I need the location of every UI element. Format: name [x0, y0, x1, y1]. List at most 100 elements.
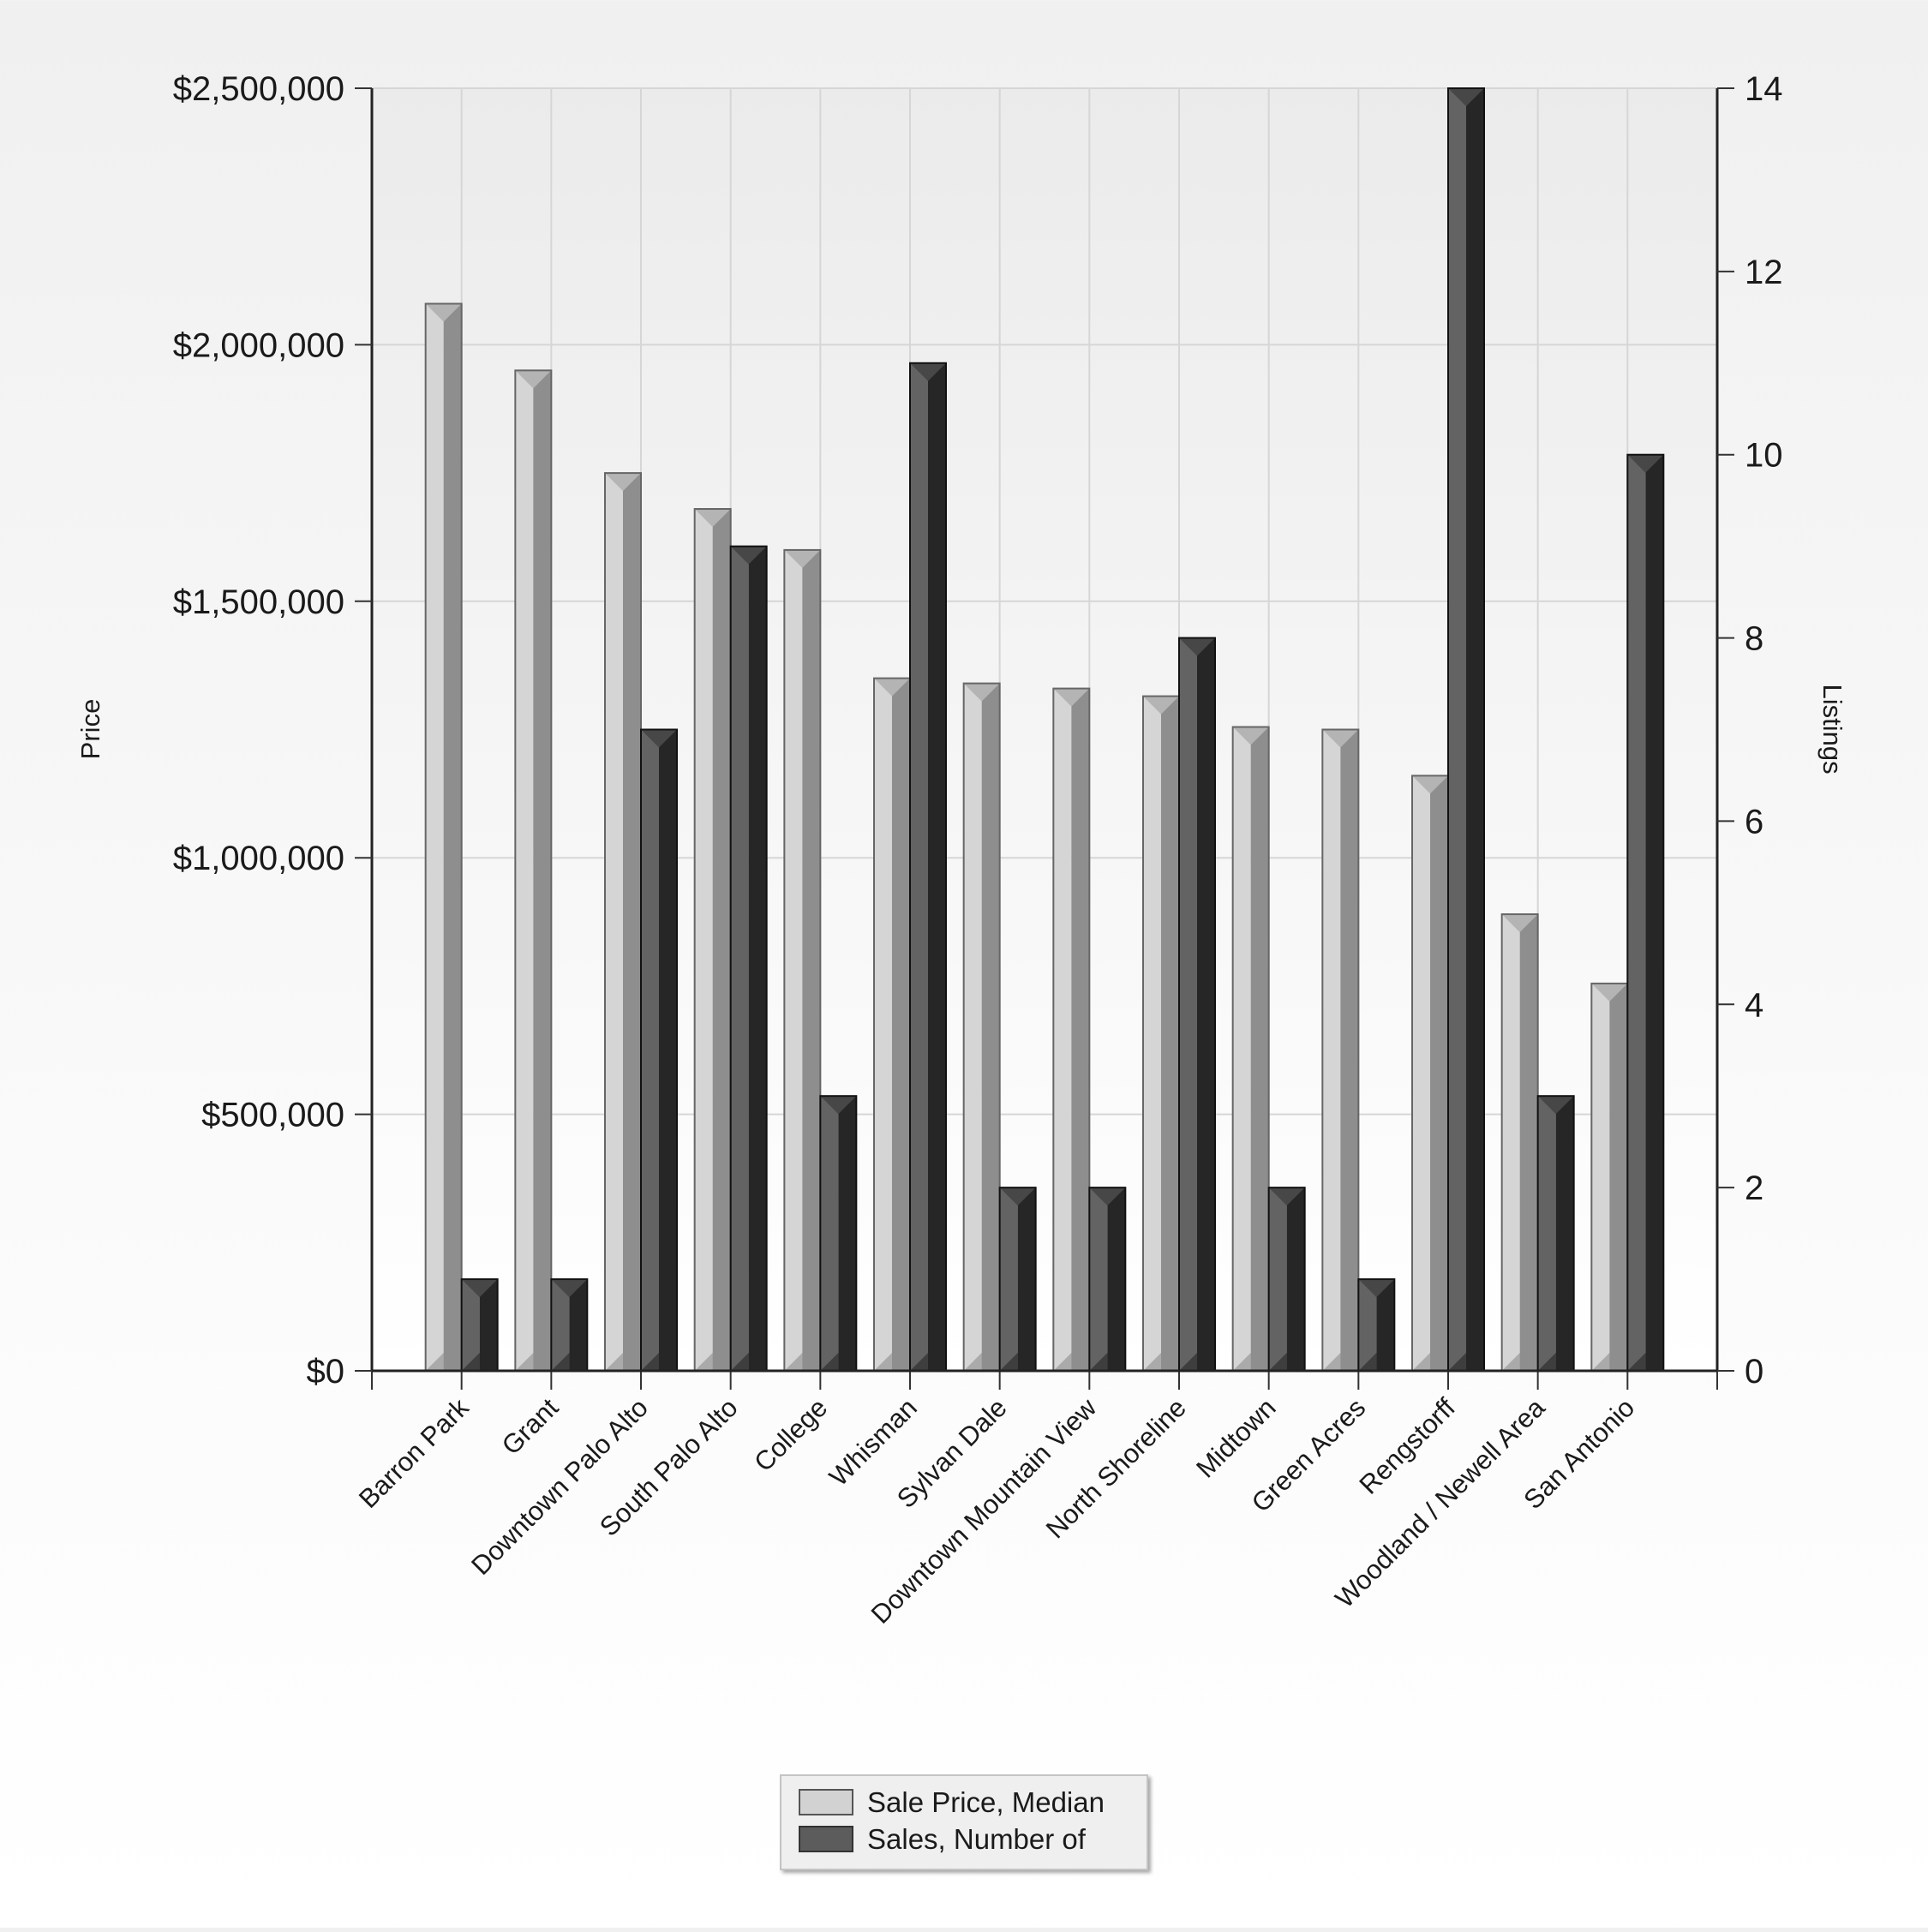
bar-sales-number-of-cap [641, 729, 677, 748]
legend-label-sale-price: Sale Price, Median [867, 1786, 1105, 1818]
bar-sale-price-median [1321, 728, 1360, 1372]
bar-sales-number-of-cap [551, 1279, 588, 1298]
bar-sales-number-of-face-right [1466, 88, 1484, 1371]
bar-sales-number-of [1626, 453, 1665, 1373]
bar-sale-price-median-face-left [784, 549, 803, 1371]
bar-sale-price-median-face-left [1591, 983, 1610, 1371]
bar-sale-price-median [1590, 982, 1629, 1372]
bar-sale-price-median-cap [1053, 688, 1090, 707]
bar-sale-price-median-base [1591, 1353, 1628, 1371]
legend-label-sales-count: Sales, Number of [867, 1823, 1087, 1855]
bar-sale-price-median [1231, 726, 1270, 1372]
y-tick-label: $2,500,000 [173, 70, 344, 108]
y2-tick-label: 12 [1745, 254, 1783, 291]
bar-sale-price-median [873, 677, 911, 1372]
y-axis-title: Price [75, 699, 105, 760]
bar-sales-number-of-cap [910, 362, 946, 381]
bar-sales-number-of-cap [1179, 637, 1215, 656]
bar-sales-number-of [1357, 1278, 1396, 1372]
bar-sale-price-median-base [963, 1353, 1000, 1371]
bar-sales-number-of-face-left [910, 362, 928, 1372]
bar-sale-price-median-cap [1501, 914, 1538, 933]
bar-sale-price-median-face-left [1501, 914, 1520, 1371]
bar-sales-number-of [909, 362, 947, 1372]
bar-sales-number-of-face-right [659, 729, 677, 1371]
bar-sale-price-median-cap [1322, 729, 1359, 748]
bar-sale-price-median [962, 682, 1001, 1372]
bar-sale-price-median-cap [694, 509, 731, 528]
y2-tick-label: 14 [1745, 70, 1783, 108]
bar-sales-number-of-base [1627, 1353, 1664, 1371]
y-tick-label: $2,000,000 [173, 326, 344, 364]
bar-sales-number-of-face-right [838, 1096, 857, 1371]
bar-sale-price-median-face-right [443, 303, 462, 1372]
bar-sales-number-of-base [1179, 1353, 1215, 1371]
bar-sale-price-median-face-right [981, 683, 1000, 1371]
bar-sale-price-median-cap [784, 549, 821, 568]
bar-sales-number-of-base [551, 1353, 588, 1371]
bar-sales-number-of-base [461, 1353, 498, 1371]
bar-sales-number-of-cap [461, 1279, 498, 1298]
bar-sale-price-median-base [425, 1353, 462, 1371]
bar-sales-number-of [819, 1095, 858, 1372]
bar-sale-price-median-face-right [533, 370, 552, 1372]
plot-area [372, 88, 1717, 1371]
bar-sales-number-of-face-right [1645, 454, 1664, 1371]
bar-sales-number-of-face-right [748, 546, 767, 1371]
bar-sale-price-median [1052, 687, 1091, 1372]
y-tick-label: $0 [307, 1353, 345, 1391]
bar-sales-number-of [1267, 1187, 1306, 1372]
bar-sale-price-median [604, 472, 642, 1372]
bar-sales-number-of-face-left [641, 729, 659, 1371]
bar-sales-number-of [460, 1278, 499, 1372]
bar-sale-price-median-face-right [1250, 727, 1269, 1371]
bar-sales-number-of [998, 1187, 1037, 1372]
bar-sale-price-median-face-left [605, 473, 623, 1371]
bar-sale-price-median [693, 508, 732, 1372]
bar-sale-price-median-face-left [1412, 775, 1430, 1371]
bar-sale-price-median [783, 548, 822, 1372]
bar-sales-number-of [550, 1278, 589, 1372]
bar-sale-price-median-face-right [1340, 729, 1359, 1371]
bar-sale-price-median [1411, 775, 1449, 1372]
x-tick-label: Downtown Palo Alto [465, 1392, 654, 1581]
bar-sale-price-median-base [1501, 1353, 1538, 1371]
bar-sales-number-of-cap [1089, 1187, 1126, 1206]
legend-swatch-sales-count [799, 1826, 853, 1852]
bar-sale-price-median-cap [874, 678, 910, 697]
bar-sale-price-median-base [784, 1353, 821, 1371]
bar-sales-number-of [1178, 637, 1216, 1372]
bar-sales-number-of-cap [1358, 1279, 1395, 1298]
bar-sales-number-of-base [1268, 1353, 1305, 1371]
bar-sales-number-of-face-right [569, 1279, 588, 1371]
bar-sale-price-median-base [515, 1353, 552, 1371]
bar-sales-number-of-face-left [1268, 1187, 1287, 1371]
bar-sales-number-of-face-left [1627, 454, 1646, 1371]
bar-sales-number-of-face-right [1286, 1187, 1305, 1371]
bar-sales-number-of [1088, 1187, 1127, 1372]
bar-sale-price-median-cap [1232, 727, 1269, 745]
bar-sales-number-of-face-left [820, 1096, 839, 1371]
bar-sales-number-of-cap [1537, 1096, 1574, 1115]
bar-sale-price-median-face-left [515, 370, 534, 1372]
bar-sale-price-median-base [1232, 1353, 1269, 1371]
y-tick-label: $500,000 [201, 1097, 344, 1134]
bar-sales-number-of-base [730, 1353, 767, 1371]
bar-sale-price-median-cap [515, 370, 552, 389]
bar-sale-price-median-face-right [1430, 775, 1448, 1371]
bar-sale-price-median-face-left [1232, 727, 1251, 1371]
bar-sale-price-median-face-right [1161, 696, 1179, 1371]
bar-sales-number-of-face-left [1179, 637, 1197, 1371]
y2-tick-label: 4 [1745, 986, 1763, 1024]
bar-sale-price-median-base [1412, 1353, 1448, 1371]
bar-sales-number-of-cap [1627, 454, 1664, 473]
bar-sale-price-median-face-right [1519, 914, 1538, 1371]
bar-sale-price-median-face-right [802, 549, 821, 1371]
y2-tick-label: 0 [1745, 1353, 1763, 1391]
y2-tick-label: 6 [1745, 803, 1763, 840]
bar-sales-number-of-base [820, 1353, 857, 1371]
bar-sale-price-median-cap [1412, 775, 1448, 794]
bar-sale-price-median-base [605, 1353, 641, 1371]
bar-sales-number-of-cap [999, 1187, 1036, 1206]
